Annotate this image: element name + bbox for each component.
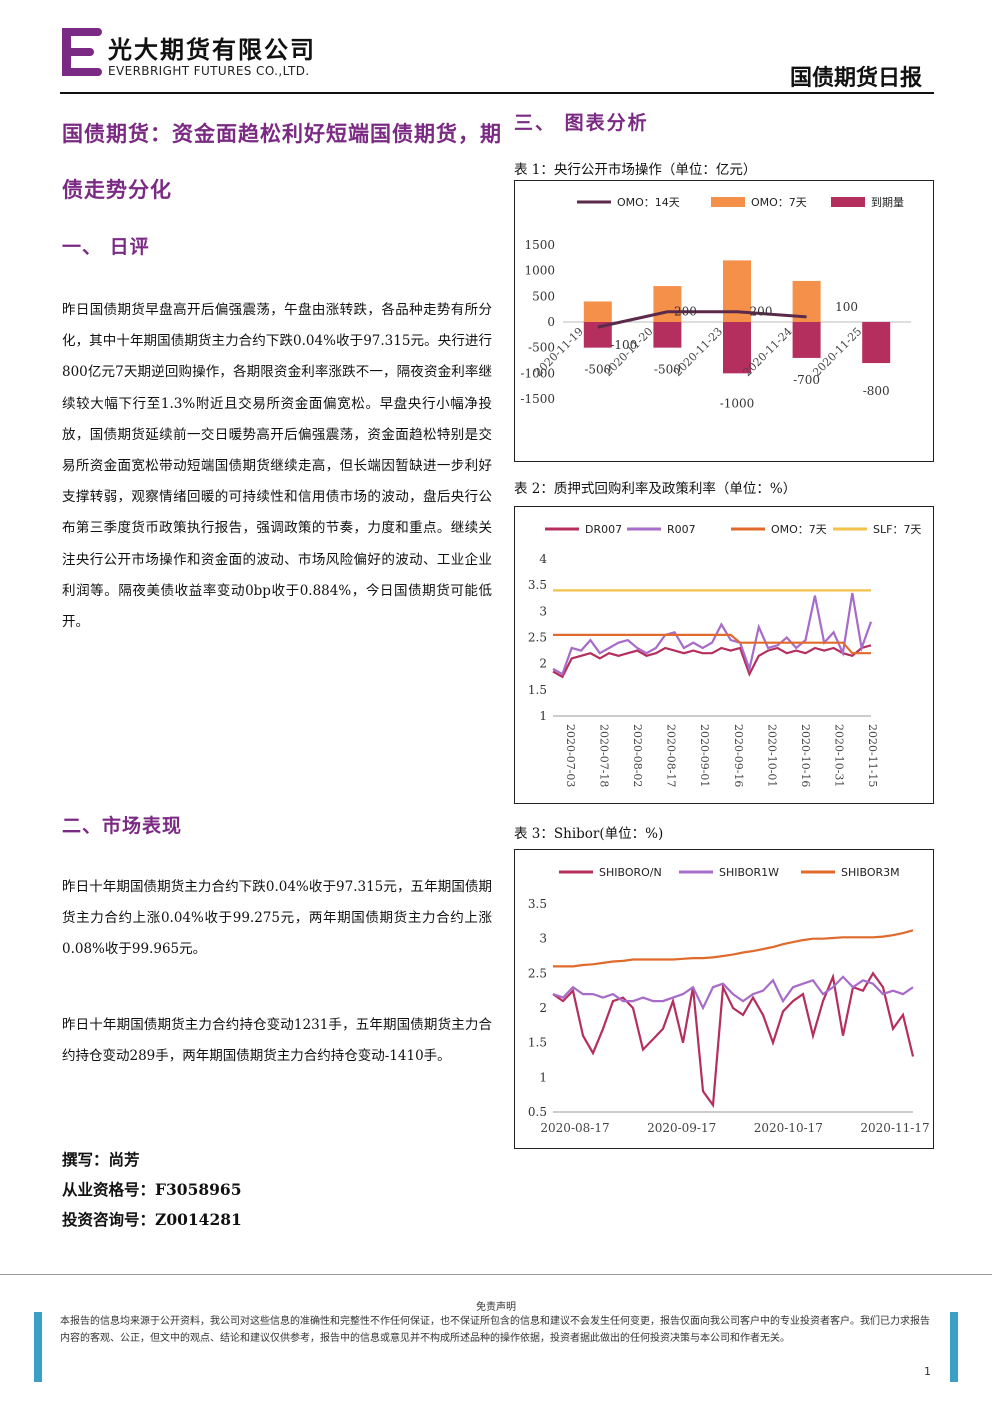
x-tick-label: 2020-09-01 (698, 724, 711, 787)
chart-repo-rates: DR007 R007 OMO：7天 SLF：7天 4 3.5 3 2.5 2 1.5 1 2020-0… (514, 506, 934, 804)
bar (653, 322, 682, 348)
legend-label: SHIBOR1W (719, 866, 779, 879)
legend-label: OMO：7天 (751, 196, 807, 209)
section-1-title: 一、 日评 (62, 236, 150, 258)
data-label: -500 (584, 363, 611, 377)
legend-label: 到期量 (871, 196, 904, 209)
footer-divider (0, 1274, 992, 1275)
legend-label: SHIBORO/N (599, 866, 662, 879)
y-tick-label: 2 (539, 657, 547, 671)
data-label: 100 (835, 300, 858, 314)
y-tick-label: 1.5 (528, 683, 547, 697)
y-tick-label: 0 (547, 315, 555, 329)
bar (723, 322, 751, 374)
legend-label: DR007 (585, 523, 622, 536)
header-divider (60, 92, 934, 94)
author: 撰写：尚芳 (62, 1150, 140, 1169)
page-number: 1 (924, 1365, 931, 1378)
series-line (553, 929, 914, 968)
y-tick-label: -500 (528, 341, 555, 355)
x-tick-label: 2020-07-18 (598, 724, 611, 787)
y-tick-label: 2.5 (528, 631, 547, 645)
series-line (597, 310, 807, 329)
series-line (552, 975, 914, 1011)
footer-accent-left (34, 1312, 42, 1382)
section-2-title: 二、市场表现 (62, 815, 183, 837)
x-tick-label: 2020-11-17 (860, 1121, 929, 1135)
y-tick-label: 1.5 (528, 1036, 547, 1050)
bar (653, 286, 682, 322)
y-tick-label: 1500 (524, 238, 555, 252)
y-tick-label: 1 (539, 709, 547, 723)
x-tick-label: 2020-08-17 (540, 1121, 609, 1135)
y-tick-label: 3.5 (528, 578, 547, 592)
x-tick-label: 2020-11-15 (866, 724, 879, 787)
bar (862, 322, 891, 364)
figure-2-caption: 表 2：质押式回购利率及政策利率（单位：%） (514, 481, 797, 497)
company-name-en: EVERBRIGHT FUTURES CO.,LTD. (108, 64, 310, 78)
y-tick-label: 500 (532, 289, 555, 303)
data-label: 200 (750, 305, 773, 319)
y-tick-label: 3 (539, 604, 547, 618)
chart-shibor: SHIBORO/N SHIBOR1W SHIBOR3M 3.5 3 2.5 2 1.5 1 0.5… (514, 849, 934, 1149)
legend-swatch (831, 197, 865, 207)
disclaimer-body: 本报告的信息均来源于公开资料，我公司对这些信息的准确性和完整性不作任何保证，也不… (60, 1316, 930, 1344)
license-number: 从业资格号：F3058965 (62, 1180, 242, 1199)
figure-1-caption: 表 1：央行公开市场操作（单位：亿元） (514, 162, 757, 178)
x-tick-label: 2020-07-03 (564, 724, 577, 787)
figure-3-caption: 表 3：Shibor(单位：%) (514, 826, 664, 842)
footer-accent-right (950, 1312, 958, 1382)
section-1-body: 昨日国债期货早盘高开后偏强震荡，午盘由涨转跌，各品种走势有所分化，其中十年期国债… (62, 302, 492, 631)
series-line (553, 633, 871, 655)
data-label: -1000 (720, 396, 755, 410)
legend-label: R007 (667, 523, 696, 536)
y-tick-label: -1000 (520, 366, 555, 380)
data-label: -100 (610, 338, 637, 352)
x-tick-label: 2020-10-01 (765, 724, 778, 787)
y-tick-label: 1 (539, 1070, 547, 1084)
data-label: -700 (793, 373, 820, 387)
section-2-para-1: 昨日十年期国债期货主力合约下跌0.04%收于97.315元，五年期国债期货主力合… (62, 879, 492, 958)
series-line (552, 644, 872, 679)
x-tick-label: 2020-10-17 (754, 1121, 823, 1135)
x-tick-label: 2020-10-31 (832, 724, 845, 787)
x-tick-label: 2020-10-16 (799, 724, 812, 787)
legend-swatch (711, 197, 745, 207)
section-3-title: 三、 图表分析 (514, 112, 649, 134)
legend-label: OMO：14天 (617, 196, 680, 209)
company-name-cn: 光大期货有限公司 (108, 35, 316, 64)
legend-label: SLF：7天 (873, 523, 921, 536)
data-label: -800 (863, 384, 890, 398)
chart-omo: OMO：14天 OMO：7天 到期量 1500 1000 500 0 -500 -1000 -15… (514, 180, 934, 462)
series-line (552, 592, 873, 676)
y-tick-label: 2 (539, 1001, 547, 1015)
legend-label: SHIBOR3M (841, 866, 900, 879)
y-tick-label: 1000 (524, 264, 555, 278)
disclaimer-title: 免责声明 (476, 1302, 516, 1313)
bar (583, 301, 612, 322)
bar (792, 322, 821, 358)
consult-number: 投资咨询号：Z0014281 (62, 1210, 242, 1229)
legend-label: OMO：7天 (771, 523, 827, 536)
data-label: 200 (674, 305, 697, 319)
y-tick-label: 0.5 (528, 1105, 547, 1119)
headline: 国债期货：资金面趋松利好短端国债期货，期债走势分化 (62, 121, 502, 202)
x-tick-label: 2020-08-02 (631, 724, 644, 787)
y-tick-label: -1500 (520, 392, 555, 406)
x-tick-label: 2020-08-17 (665, 724, 678, 787)
data-label: -500 (654, 363, 681, 377)
report-name: 国债期货日报 (789, 65, 922, 91)
y-tick-label: 3.5 (528, 897, 547, 911)
y-tick-label: 3 (539, 932, 547, 946)
everbright-logo (62, 28, 102, 76)
x-tick-label: 2020-09-16 (732, 724, 745, 787)
y-tick-label: 4 (539, 552, 547, 566)
section-2-para-2: 昨日十年期国债期货主力合约持仓变动1231手，五年期国债期货主力合约持仓变动28… (62, 1017, 492, 1065)
x-tick-label: 2020-09-17 (647, 1121, 716, 1135)
y-tick-label: 2.5 (528, 966, 547, 980)
